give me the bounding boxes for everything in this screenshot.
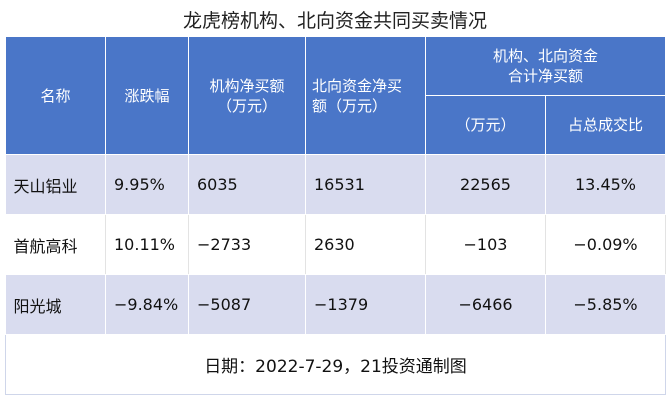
header-row: （万元） 占总成交比 [6,95,667,155]
table-cell: 16531 [305,154,426,215]
table-row: 阳光城 −9.84% −5087 −1379 −6466 −5.85% [5,274,667,335]
header-line: 合计净买额 [508,67,584,85]
table-cell: −103 [425,214,546,275]
header-cell: （万元） [425,95,546,155]
table: 名称 涨跌幅 机构净买额 （万元） 北向资金净买 额（万元） 机构、北向资金 合计净买额 （万元… [4,36,667,395]
footer: 日期：2022-7-29，21投资通制图 [4,334,667,395]
title: 龙虎榜机构、北向资金共同买卖情况 [182,10,487,32]
table-cell: −6466 [425,274,546,335]
table-cell: −0.09% [545,214,667,275]
table-cell: −5087 [188,274,306,335]
header-cell: 占总成交比 [544,95,667,155]
header-cell: 名称 [5,36,106,155]
table-cell: −2733 [188,214,306,275]
header-cell: 机构净买额 （万元） [188,36,306,155]
header-row: 名称 涨跌幅 机构净买额 （万元） 北向资金净买 额（万元） 机构、北向资金 合计净买额 [5,36,667,155]
table-cell: −1379 [305,274,426,335]
table-cell: 2630 [305,214,426,275]
table-cell: 13.45% [545,154,667,215]
header-line: 名称 [40,86,71,105]
table-cell: 22565 [425,154,546,215]
header-line: 额（万元） [312,96,388,115]
table-row: 天山铝业 9.95% 6035 16531 22565 13.45% [5,154,667,215]
table-cell: 6035 [188,154,306,215]
table-row: 首航高科 10.11% −2733 2630 −103 −0.09% [5,214,667,275]
table-cell: 阳光城 [5,274,106,335]
header-cell: 涨跌幅 [105,36,189,155]
header-group: 机构、北向资金 合计净买额 [424,36,667,96]
table-cell: 9.95% [105,154,189,215]
table-cell: −9.84% [105,274,189,335]
header-line: 机构、北向资金 [493,47,599,65]
footer-row: 日期：2022-7-29，21投资通制图 [4,334,667,395]
table-cell: −5.85% [545,274,667,335]
table-cell: 首航高科 [5,214,106,275]
table-cell: 10.11% [105,214,189,275]
header-line: 涨跌幅 [124,86,170,105]
header-line: 北向资金净买 [312,76,403,95]
header-cell: 北向资金净买 额（万元） [305,36,426,155]
table-cell: 天山铝业 [5,154,106,215]
header-line: 机构净买额 [209,76,285,95]
header-line: （万元） [216,96,277,115]
